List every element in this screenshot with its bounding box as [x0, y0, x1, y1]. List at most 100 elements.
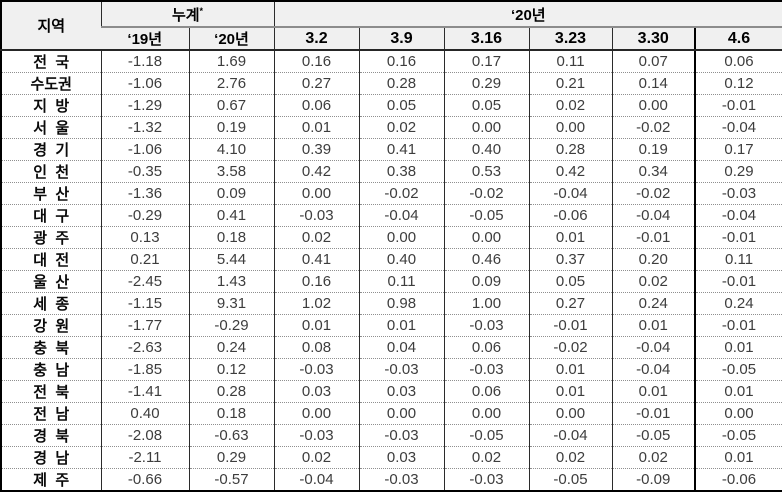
header-row-columns: ‘19년 ‘20년 3.2 3.9 3.16 3.23 3.30 4.6	[1, 26, 782, 51]
value-cell: -2.63	[100, 336, 189, 359]
table-row: 서 울 -1.32 0.19 0.01 0.02 0.00 0.00 -0.02 -0.04	[1, 116, 782, 139]
value-cell: -1.06	[100, 72, 189, 95]
region-cell: 전 북	[1, 380, 101, 403]
value-cell: 0.00	[358, 402, 444, 425]
value-cell: 0.01	[528, 380, 612, 403]
value-cell: 0.02	[528, 94, 612, 117]
value-cell: -0.01	[693, 94, 782, 117]
value-cell: 0.02	[273, 226, 359, 249]
value-cell: 9.31	[188, 292, 274, 315]
table-row: 경 기 -1.06 4.10 0.39 0.41 0.40 0.28 0.19 0.17	[1, 138, 782, 161]
value-cell: 0.03	[358, 446, 444, 469]
value-cell: 0.21	[100, 248, 189, 271]
value-cell: 0.06	[273, 94, 359, 117]
header-week-3-9: 3.9	[358, 26, 444, 51]
value-cell: 0.28	[358, 72, 444, 95]
value-cell: -0.03	[273, 424, 359, 447]
region-cell: 충 북	[1, 336, 101, 359]
region-cell: 대 전	[1, 248, 101, 271]
value-cell: 0.38	[358, 160, 444, 183]
region-cell: 지 방	[1, 94, 101, 117]
value-cell: -0.04	[528, 182, 612, 205]
value-cell: 0.34	[611, 160, 695, 183]
value-cell: 0.06	[443, 336, 529, 359]
value-cell: 0.11	[358, 270, 444, 293]
value-cell: -1.36	[100, 182, 189, 205]
value-cell: -0.03	[358, 358, 444, 381]
table-row: 인 천 -0.35 3.58 0.42 0.38 0.53 0.42 0.34 0.29	[1, 160, 782, 183]
value-cell: 0.04	[358, 336, 444, 359]
value-cell: -1.18	[100, 50, 189, 73]
cumulative-footnote-marker: *	[199, 5, 204, 16]
value-cell: 0.19	[611, 138, 695, 161]
value-cell: -0.04	[693, 116, 782, 139]
region-cell: 수도권	[1, 72, 101, 95]
value-cell: -2.45	[100, 270, 189, 293]
header-week-3-23: 3.23	[528, 26, 612, 51]
value-cell: 0.02	[611, 446, 695, 469]
header-year-2020-group: ‘20년	[273, 1, 782, 27]
header-row-groups: 지역 누계* ‘20년	[1, 1, 782, 51]
value-cell: -0.02	[611, 116, 695, 139]
value-cell: -0.06	[693, 468, 782, 491]
value-cell: 0.37	[528, 248, 612, 271]
value-cell: 0.02	[611, 270, 695, 293]
value-cell: 0.01	[611, 314, 695, 337]
value-cell: 0.00	[358, 226, 444, 249]
value-cell: 0.18	[188, 402, 274, 425]
value-cell: 0.01	[273, 116, 359, 139]
value-cell: -0.63	[188, 424, 274, 447]
value-cell: 0.29	[188, 446, 274, 469]
value-cell: 0.39	[273, 138, 359, 161]
value-cell: 0.06	[693, 50, 782, 73]
value-cell: 0.00	[693, 402, 782, 425]
region-cell: 경 남	[1, 446, 101, 469]
table-row: 울 산 -2.45 1.43 0.16 0.11 0.09 0.05 0.02 -0.01	[1, 270, 782, 293]
region-cell: 제 주	[1, 468, 101, 491]
value-cell: 0.09	[443, 270, 529, 293]
value-cell: -0.04	[611, 204, 695, 227]
value-cell: 0.00	[273, 402, 359, 425]
region-cell: 세 종	[1, 292, 101, 315]
value-cell: -0.03	[273, 204, 359, 227]
value-cell: -0.04	[611, 336, 695, 359]
value-cell: -2.08	[100, 424, 189, 447]
value-cell: 0.00	[528, 402, 612, 425]
value-cell: -1.06	[100, 138, 189, 161]
header-week-3-16: 3.16	[443, 26, 529, 51]
value-cell: 0.02	[273, 446, 359, 469]
value-cell: -1.29	[100, 94, 189, 117]
value-cell: -0.04	[611, 358, 695, 381]
value-cell: -0.03	[358, 424, 444, 447]
value-cell: -0.04	[528, 424, 612, 447]
value-cell: 0.29	[693, 160, 782, 183]
region-cell: 전 남	[1, 402, 101, 425]
header-week-4-6: 4.6	[693, 26, 782, 51]
table-row: 충 북 -2.63 0.24 0.08 0.04 0.06 -0.02 -0.04 0.01	[1, 336, 782, 359]
value-cell: -0.03	[358, 468, 444, 491]
value-cell: 0.40	[100, 402, 189, 425]
region-cell: 울 산	[1, 270, 101, 293]
value-cell: 0.05	[528, 270, 612, 293]
value-cell: -2.11	[100, 446, 189, 469]
value-cell: -0.03	[443, 468, 529, 491]
value-cell: 0.20	[611, 248, 695, 271]
value-cell: -0.57	[188, 468, 274, 491]
value-cell: -0.05	[693, 424, 782, 447]
value-cell: 0.00	[611, 94, 695, 117]
region-cell: 광 주	[1, 226, 101, 249]
value-cell: 0.01	[358, 314, 444, 337]
value-cell: 1.02	[273, 292, 359, 315]
value-cell: 0.01	[693, 380, 782, 403]
value-cell: 0.41	[188, 204, 274, 227]
table-row: 제 주 -0.66 -0.57 -0.04 -0.03 -0.03 -0.05 -0.09 -0…	[1, 468, 782, 491]
value-cell: -1.85	[100, 358, 189, 381]
value-cell: 0.18	[188, 226, 274, 249]
region-cell: 충 남	[1, 358, 101, 381]
value-cell: 4.10	[188, 138, 274, 161]
value-cell: -0.03	[273, 358, 359, 381]
value-cell: -0.01	[693, 226, 782, 249]
value-cell: -0.01	[693, 270, 782, 293]
